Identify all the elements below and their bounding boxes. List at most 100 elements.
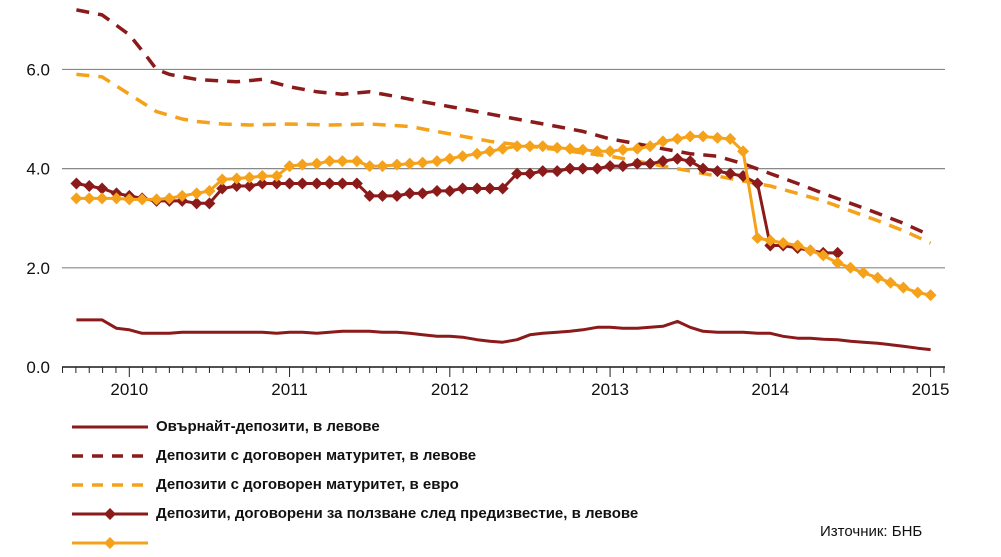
legend-item [70,528,638,557]
data-point [216,173,229,186]
data-point [697,162,710,175]
data-point [96,192,109,205]
series-line [76,157,838,255]
legend-label: Депозити с договорен матуритет, в евро [156,476,459,493]
data-point [430,155,443,168]
data-point [496,182,509,195]
data-point [310,157,323,170]
chart: 0.0 2.0 4.0 6.0 2010 2011 2012 2013 2014 2015 [26,8,950,399]
legend-swatch-marker [104,536,116,549]
y-tick-label: 0.0 [26,358,50,377]
source-note: Източник: БНБ [820,523,923,540]
data-point [216,182,229,195]
x-tick-label: 2012 [431,380,469,399]
data-point [243,171,256,184]
x-axis: 2010 2011 2012 2013 2014 2015 [62,366,950,399]
data-point [576,162,589,175]
series-2 [76,8,932,238]
data-point [631,157,644,170]
data-point [671,152,684,165]
series-3 [76,72,932,245]
data-point [83,192,96,205]
data-point [243,179,256,192]
data-point [697,130,710,143]
series-line [76,72,932,245]
data-point [751,177,764,190]
data-point [737,145,750,158]
data-point [711,131,724,144]
series-line [76,134,931,297]
legend-label: Депозити с договорен матуритет, в левове [156,447,477,464]
legend-item: Депозити с договорен матуритет, в евро [70,470,638,499]
data-point [190,187,203,200]
data-point [203,197,216,210]
data-point [897,281,910,294]
data-point [390,158,403,171]
x-tick-label: 2015 [912,380,950,399]
data-point [564,142,577,155]
legend-swatch [72,482,148,487]
data-point [924,289,937,302]
legend-item: Депозити, договорени за ползване след пр… [70,499,638,528]
legend-swatch [72,507,148,520]
data-point [471,182,484,195]
data-point [804,244,817,257]
data-point [270,177,283,190]
data-point [336,177,349,190]
data-point [711,165,724,178]
data-point [724,167,737,180]
data-point [83,179,96,192]
data-point [656,155,669,168]
data-point [363,189,376,202]
data-point [604,145,617,158]
series-layer [70,8,937,352]
data-point [684,130,697,143]
data-point [523,167,536,180]
data-point [656,135,669,148]
data-point [844,261,857,274]
data-point [684,155,697,168]
data-point [323,177,336,190]
data-point [230,172,243,185]
data-point [283,160,296,173]
data-point [456,150,469,163]
data-point [777,237,790,250]
data-point [764,234,777,247]
x-tick-label: 2011 [271,380,308,399]
data-point [911,286,924,299]
y-tick-label: 4.0 [26,160,50,179]
gridlines [62,68,945,368]
data-point [203,184,216,197]
data-point [70,192,83,205]
legend-swatch-marker [104,507,116,520]
data-point [416,156,429,169]
data-point [591,162,604,175]
data-point [176,189,189,202]
data-point [616,160,629,173]
legend-label: Овърнайт-депозити, в левове [156,418,380,435]
data-point [551,141,564,154]
series-line [76,318,931,352]
x-tick-label: 2010 [110,380,148,399]
data-point [791,239,804,252]
data-point [136,193,149,206]
data-point [884,276,897,289]
data-point [523,140,536,153]
series-5 [70,130,937,302]
data-point [163,192,176,205]
data-point [724,132,737,145]
data-point [631,142,644,155]
data-point [604,160,617,173]
data-point [443,152,456,165]
data-point [443,184,456,197]
data-point [831,256,844,269]
series-line [76,8,932,238]
data-point [471,147,484,160]
data-point [256,170,269,183]
data-point [536,165,549,178]
data-point [336,155,349,168]
data-point [350,177,363,190]
data-point [403,157,416,170]
y-axis-ticks: 0.0 2.0 4.0 6.0 [26,60,50,377]
data-point [576,143,589,156]
